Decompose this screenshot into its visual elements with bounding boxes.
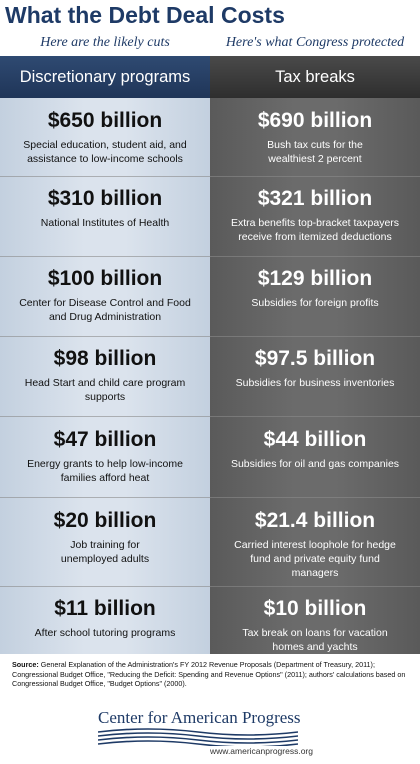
column-header-tax-breaks: Tax breaks xyxy=(210,56,420,98)
cut-description: Head Start and child care program suppor… xyxy=(24,377,186,403)
tax-break-description: Subsidies for foreign profits xyxy=(251,297,379,309)
subheads: Here are the likely cuts Here's what Con… xyxy=(0,30,420,56)
subhead-protected: Here's what Congress protected xyxy=(225,35,405,50)
row-divider xyxy=(0,336,420,337)
subhead-cuts: Here are the likely cuts xyxy=(40,35,170,50)
tax-break-item: $44 billion Subsidies for oil and gas co… xyxy=(210,427,420,471)
tax-break-amount: $97.5 billion xyxy=(254,347,376,370)
row-divider xyxy=(0,176,420,177)
column-header-discretionary: Discretionary programs xyxy=(0,56,210,98)
cut-amount: $310 billion xyxy=(47,187,163,210)
cut-amount: $100 billion xyxy=(47,267,163,290)
cut-item: $20 billion Job training for unemployed … xyxy=(0,508,210,566)
cut-item: $47 billion Energy grants to help low-in… xyxy=(0,427,210,485)
tax-break-amount: $129 billion xyxy=(257,267,373,290)
tax-break-item: $10 billion Tax break on loans for vacat… xyxy=(210,596,420,654)
cut-amount: $20 billion xyxy=(53,509,157,532)
tax-break-item: $21.4 billion Carried interest loophole … xyxy=(210,508,420,580)
discretionary-panel: $650 billion Special education, student … xyxy=(0,98,210,654)
tax-break-description: Carried interest loophole for hedge fund… xyxy=(234,539,396,579)
cut-description: Job training for unemployed adults xyxy=(60,539,150,565)
cut-item: $310 billion National Institutes of Heal… xyxy=(0,186,210,230)
tax-break-item: $321 billion Extra benefits top-bracket … xyxy=(210,186,420,244)
cut-amount: $47 billion xyxy=(53,428,157,451)
tax-break-description: Subsidies for business inventories xyxy=(235,377,395,389)
row-divider xyxy=(0,586,420,587)
tax-break-item: $97.5 billion Subsidies for business inv… xyxy=(210,346,420,390)
tax-breaks-panel: $690 billion Bush tax cuts for the wealt… xyxy=(210,98,420,654)
tax-break-description: Extra benefits top-bracket taxpayers rec… xyxy=(230,217,400,243)
cut-amount: $650 billion xyxy=(47,109,163,132)
source-label: Source: xyxy=(12,660,39,669)
tax-break-description: Tax break on loans for vacation homes an… xyxy=(242,627,388,653)
cut-item: $650 billion Special education, student … xyxy=(0,108,210,166)
organization-name: Center for American Progress xyxy=(98,708,301,727)
page-title: What the Debt Deal Costs xyxy=(5,2,285,28)
website-url: www.americanprogress.org xyxy=(210,746,313,756)
tax-break-item: $690 billion Bush tax cuts for the wealt… xyxy=(210,108,420,166)
tax-break-item: $129 billion Subsidies for foreign profi… xyxy=(210,266,420,310)
cut-description: National Institutes of Health xyxy=(40,217,170,229)
tax-break-amount: $321 billion xyxy=(257,187,373,210)
cut-description: Energy grants to help low-income familie… xyxy=(27,458,183,484)
cut-item: $100 billion Center for Disease Control … xyxy=(0,266,210,324)
cut-description: Center for Disease Control and Food and … xyxy=(19,297,191,323)
cut-amount: $98 billion xyxy=(53,347,157,370)
row-divider xyxy=(0,416,420,417)
cut-description: After school tutoring programs xyxy=(34,627,176,639)
tax-break-amount: $10 billion xyxy=(263,597,367,620)
tax-break-description: Bush tax cuts for the wealthiest 2 perce… xyxy=(267,139,363,165)
row-divider xyxy=(0,256,420,257)
tax-break-amount: $690 billion xyxy=(257,109,373,132)
source-note: Source: General Explanation of the Admin… xyxy=(12,660,412,689)
tax-break-amount: $21.4 billion xyxy=(254,509,376,532)
tax-break-description: Subsidies for oil and gas companies xyxy=(230,458,400,470)
tax-break-amount: $44 billion xyxy=(263,428,367,451)
cut-item: $11 billion After school tutoring progra… xyxy=(0,596,210,640)
row-divider xyxy=(0,497,420,498)
cut-amount: $11 billion xyxy=(54,597,156,620)
source-text: General Explanation of the Administratio… xyxy=(12,660,406,688)
cut-item: $98 billion Head Start and child care pr… xyxy=(0,346,210,404)
flag-logo-icon xyxy=(97,728,299,751)
cut-description: Special education, student aid, and assi… xyxy=(23,139,187,165)
